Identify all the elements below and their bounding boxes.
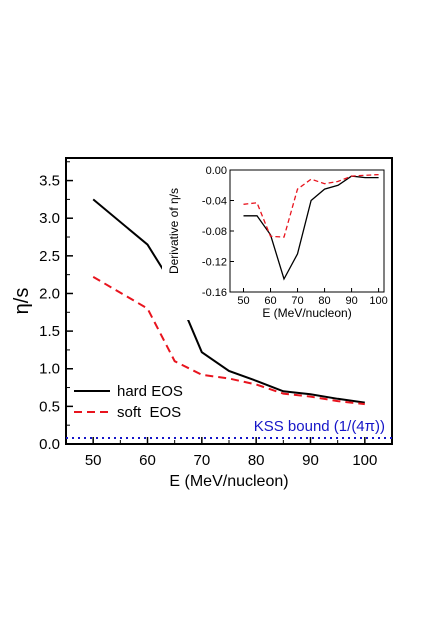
inset-y-tick-label: -0.12: [202, 257, 227, 269]
main-x-tick-label: 70: [193, 452, 210, 469]
main-y-axis-label: η/s: [11, 288, 33, 315]
inset-series: [243, 173, 379, 281]
inset-y-tick-label: -0.16: [202, 287, 227, 299]
inset-x-tick-label: 60: [264, 295, 276, 307]
inset-x-axis-label: E (MeV/nucleon): [262, 306, 351, 320]
main-y-tick-label: 2.5: [39, 248, 60, 265]
legend-label-soft-eos: soft EOS: [117, 404, 181, 421]
main-y-tick-label: 2.0: [39, 285, 60, 302]
main-x-tick-label: 50: [85, 452, 102, 469]
inset-ticks: 50 60 70 80 90 100 0.00 -0.04 -0.08 -0.12 -0.16: [202, 165, 388, 307]
inset-y-tick-label: -0.04: [202, 196, 227, 208]
main-ticks: 50 60 70 80 90 100 0.0 0.5 1.0 1.5 2.0 2.5 3.0 3.5: [39, 161, 393, 469]
main-chart: 50 60 70 80 90 100 0.0 0.5 1.0 1.5 2.0 2.5 3.0 3.5 E …: [11, 157, 393, 490]
main-series-line-hard-eos: [92, 198, 365, 404]
inset-x-tick-label: 90: [345, 295, 357, 307]
main-y-tick-label: 3.0: [39, 210, 60, 227]
main-y-tick-label: 1.0: [39, 361, 60, 378]
inset-x-tick-label: 80: [318, 295, 330, 307]
legend-label-hard-eos: hard EOS: [117, 383, 183, 400]
inset-chart: 50 60 70 80 90 100 0.00 -0.04 -0.08 -0.12 -0.16 E …: [162, 162, 390, 320]
inset-x-tick-label: 50: [237, 295, 249, 307]
main-y-tick-label: 1.5: [39, 323, 60, 340]
main-x-tick-label: 80: [248, 452, 265, 469]
main-legend: hard EOS soft EOS: [74, 383, 183, 421]
inset-x-tick-label: 100: [369, 295, 387, 307]
inset-y-tick-label: 0.00: [206, 165, 227, 177]
main-series: [92, 198, 365, 406]
main-y-tick-label: 0.0: [39, 436, 60, 453]
kss-bound-label: KSS bound (1/(4π)): [254, 418, 385, 435]
main-x-tick-label: 100: [352, 452, 377, 469]
inset-x-tick-label: 70: [291, 295, 303, 307]
inset-series-line-hard-eos: [243, 175, 379, 281]
inset-y-axis-label: Derivative of η/s: [167, 188, 181, 274]
main-series-line-soft-eos: [92, 276, 365, 406]
main-x-axis-label: E (MeV/nucleon): [169, 473, 288, 490]
main-y-tick-label: 0.5: [39, 398, 60, 415]
main-y-tick-label: 3.5: [39, 173, 60, 190]
main-x-tick-label: 60: [139, 452, 156, 469]
inset-y-tick-label: -0.08: [202, 226, 227, 238]
main-x-tick-label: 90: [302, 452, 319, 469]
inset-background: [162, 162, 390, 320]
